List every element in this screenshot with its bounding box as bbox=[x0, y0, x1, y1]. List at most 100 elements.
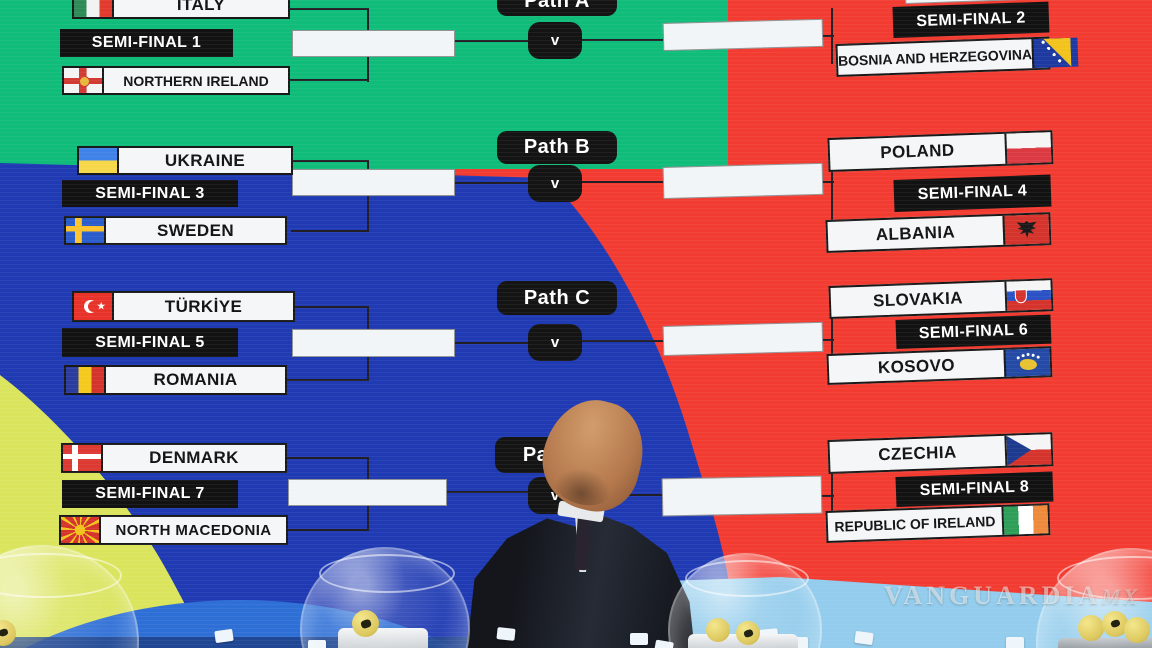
winner-slot-empty bbox=[292, 169, 455, 196]
team-name: DENMARK bbox=[149, 448, 239, 467]
bracket-line bbox=[822, 35, 834, 37]
bracket-line bbox=[454, 40, 530, 42]
flag-sweden-icon bbox=[66, 218, 106, 243]
bracket-line bbox=[289, 8, 369, 10]
team-name: KOSOVO bbox=[877, 355, 956, 377]
semifinal-8-label: SEMI-FINAL 8 bbox=[895, 471, 1054, 507]
draw-card bbox=[854, 630, 874, 646]
draw-ball bbox=[1102, 611, 1128, 637]
flag-czechia-icon bbox=[1004, 434, 1052, 466]
team-name: SLOVAKIA bbox=[872, 287, 964, 310]
team-name: NORTH MACEDONIA bbox=[115, 521, 272, 539]
flag-albania-icon bbox=[1002, 214, 1050, 245]
versus-label: v bbox=[528, 22, 582, 59]
team-name: BOSNIA AND HERZEGOVINA bbox=[837, 45, 1033, 69]
winner-slot-empty bbox=[292, 30, 455, 57]
bracket-line bbox=[454, 182, 530, 184]
semifinal-5-label: SEMI-FINAL 5 bbox=[62, 328, 238, 357]
draw-card bbox=[496, 627, 516, 641]
path-c-label: Path C bbox=[497, 281, 617, 315]
bracket-line bbox=[285, 379, 369, 381]
team-name: ROMANIA bbox=[153, 370, 238, 389]
bracket-line bbox=[831, 154, 833, 238]
flag-italy-icon bbox=[74, 0, 114, 17]
team-name: NORTHERN IRELAND bbox=[123, 72, 269, 89]
bracket-line bbox=[581, 39, 665, 41]
team-name: POLAND bbox=[880, 140, 955, 163]
draw-ball bbox=[706, 618, 730, 642]
team-box-denmark: DENMARK bbox=[61, 443, 287, 473]
bracket-line bbox=[831, 302, 833, 372]
team-name: CZECHIA bbox=[877, 442, 957, 465]
team-box-ukraine: UKRAINE bbox=[77, 146, 293, 175]
semifinal-2-label: SEMI-FINAL 2 bbox=[892, 1, 1050, 38]
draw-card bbox=[1006, 637, 1024, 648]
team-box-sweden: SWEDEN bbox=[64, 216, 287, 245]
flag-slovakia-icon bbox=[1004, 280, 1052, 311]
flag-north-macedonia-icon bbox=[61, 517, 101, 543]
winner-slot-empty bbox=[662, 321, 824, 356]
winner-slot-empty bbox=[662, 162, 824, 199]
semifinal-6-label: SEMI-FINAL 6 bbox=[895, 314, 1052, 349]
flag-bosnia-and-herzegovina-icon bbox=[1031, 37, 1079, 69]
team-box-northern-ireland: NORTHERN IRELAND bbox=[62, 66, 290, 95]
path-b-label: Path B bbox=[497, 131, 617, 164]
path-a-label: Path A bbox=[497, 0, 617, 16]
draw-card bbox=[630, 633, 648, 645]
winner-slot-empty bbox=[662, 18, 824, 51]
bracket-line bbox=[581, 340, 665, 342]
bracket-line bbox=[822, 181, 834, 183]
draw-bowl-2 bbox=[300, 547, 470, 648]
bracket-line bbox=[291, 230, 369, 232]
presenter bbox=[452, 389, 702, 648]
draw-ball bbox=[0, 620, 16, 646]
flag-turkiye-icon: ★ bbox=[74, 293, 114, 320]
draw-ball bbox=[1078, 615, 1104, 641]
watermark: VANGUARDIAMX bbox=[884, 581, 1139, 611]
semifinal-1-label: SEMI-FINAL 1 bbox=[60, 29, 233, 57]
bracket-line bbox=[293, 306, 369, 308]
winner-slot-empty bbox=[292, 329, 455, 357]
winner-slot-empty bbox=[288, 479, 447, 506]
bracket-line bbox=[286, 529, 369, 531]
draw-ball bbox=[352, 610, 379, 637]
bracket-line bbox=[831, 456, 833, 528]
bracket-line bbox=[454, 342, 530, 344]
flag-kosovo-icon bbox=[1003, 348, 1051, 377]
semifinal-4-label: SEMI-FINAL 4 bbox=[893, 174, 1052, 212]
versus-label: v bbox=[528, 324, 582, 361]
bracket-line bbox=[446, 491, 530, 493]
draw-ball bbox=[736, 621, 760, 645]
team-name: SWEDEN bbox=[156, 220, 235, 240]
flag-northern-ireland-icon bbox=[64, 68, 104, 93]
flag-denmark-icon bbox=[63, 445, 103, 471]
versus-label: v bbox=[528, 165, 582, 202]
semifinal-7-label: SEMI-FINAL 7 bbox=[62, 480, 238, 508]
flag-romania-icon bbox=[66, 367, 106, 393]
bracket-line bbox=[581, 181, 665, 183]
team-name: UKRAINE bbox=[164, 150, 246, 170]
team-box-romania: ROMANIA bbox=[64, 365, 287, 395]
team-name: ALBANIA bbox=[875, 221, 956, 244]
team-name: REPUBLIC OF IRELAND bbox=[834, 513, 996, 535]
presenter-head bbox=[532, 389, 654, 521]
draw-ball bbox=[1124, 617, 1150, 643]
bracket-line bbox=[822, 339, 834, 341]
bracket-line bbox=[285, 457, 369, 459]
draw-card bbox=[214, 628, 234, 644]
team-box-turkiye: ★ TÜRKİYE bbox=[72, 291, 295, 322]
bracket-line bbox=[367, 160, 369, 232]
team-name: ITALY bbox=[176, 0, 226, 14]
semifinal-3-label: SEMI-FINAL 3 bbox=[62, 180, 238, 207]
flag-republic-of-ireland-icon bbox=[1001, 505, 1049, 535]
watermark-main: VANGUARDIA bbox=[884, 581, 1102, 610]
flag-poland-icon bbox=[1004, 132, 1052, 164]
team-box-italy: ITALY bbox=[72, 0, 290, 19]
bracket-line bbox=[291, 160, 369, 162]
bracket-line bbox=[289, 79, 369, 81]
bracket-line bbox=[822, 495, 834, 497]
team-name: TÜRKİYE bbox=[164, 296, 243, 316]
team-box-north-macedonia: NORTH MACEDONIA bbox=[59, 515, 288, 545]
watermark-suffix: MX bbox=[1101, 584, 1140, 609]
